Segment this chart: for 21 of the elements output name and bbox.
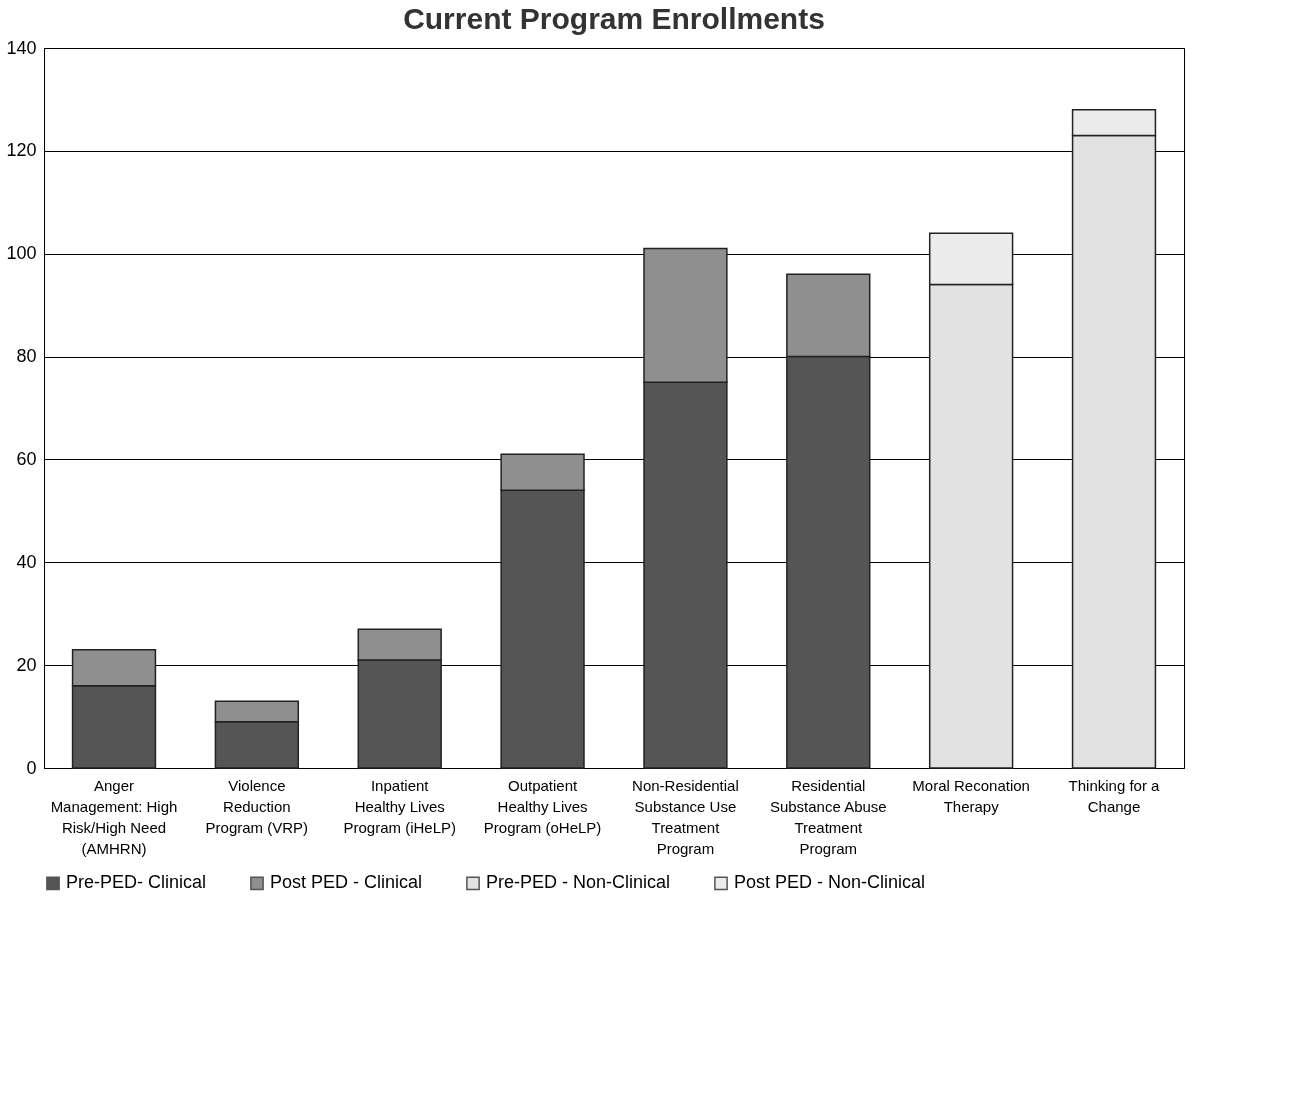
x-tick-label: Violence Reduction Program (VRP): [205, 776, 309, 836]
legend-label: Pre-PED- Clinical: [66, 872, 207, 893]
y-tick-label: 100: [6, 243, 37, 264]
y-tick-label: 0: [26, 757, 37, 778]
y-tick-label: 140: [6, 37, 37, 58]
x-tick-label: Non-Residential Substance Use Treatment Program: [632, 776, 739, 857]
x-tick-label: Moral Reconation Therapy: [912, 776, 1030, 815]
y-tick-label: 40: [16, 551, 37, 572]
x-tick-label: Thinking for a Change: [1068, 776, 1161, 815]
legend-label: Pre-PED - Non-Clinical: [486, 872, 671, 893]
y-tick-label: 20: [16, 654, 37, 675]
y-tick-label: 120: [6, 140, 37, 161]
x-tick-label: Anger Management: High Risk/High Need (AMHRN): [50, 776, 178, 857]
y-tick-label: 60: [16, 448, 37, 469]
x-tick-label: Residential Substance Abuse Treatment Program: [769, 776, 887, 857]
y-tick-label: 80: [16, 346, 37, 367]
x-tick-label: Inpatient Healthy Lives Program (iHeLP): [343, 776, 456, 836]
x-tick-label: Outpatient Healthy Lives Program (oHeLP): [483, 776, 602, 836]
legend-label: Post PED - Non-Clinical: [734, 872, 926, 893]
chart-title: Current Program Enrollments: [403, 2, 825, 35]
legend-label: Post PED - Clinical: [270, 872, 423, 893]
